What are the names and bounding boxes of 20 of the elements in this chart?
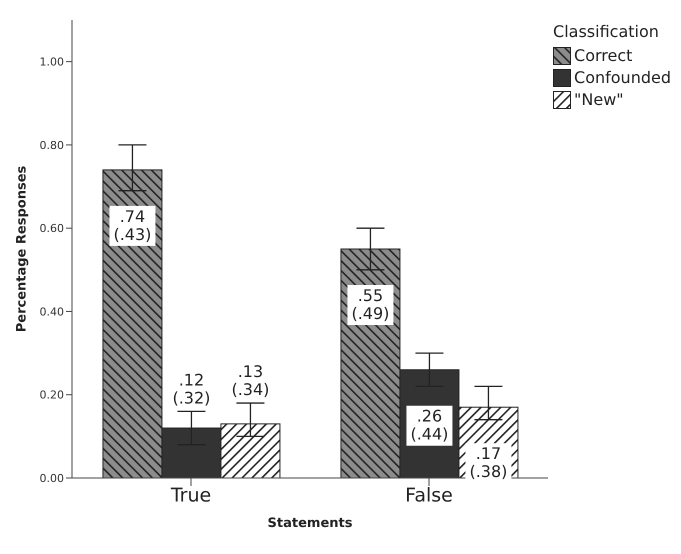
x-axis-title: Statements	[266, 516, 354, 531]
legend-title: Classification	[553, 22, 660, 41]
legend-label: Correct	[574, 45, 632, 67]
y-tick-label: 0.00	[40, 472, 64, 485]
x-tick-label: True	[170, 484, 212, 506]
y-tick-label: 0.20	[40, 388, 64, 402]
y-tick-label: 0.60	[40, 222, 64, 236]
y-tick-label: 0.40	[40, 305, 64, 318]
data-label: .12 (.32)	[172, 370, 210, 408]
y-tick-label: 0.80	[40, 138, 64, 152]
data-label: .74 (.43)	[113, 206, 152, 244]
data-label: .55 (.49)	[351, 286, 390, 323]
x-tick-label: False	[405, 484, 453, 506]
legend-label: Confounded	[574, 67, 671, 89]
text: "New"	[574, 89, 624, 111]
y-axis-title: Percentage Responses	[14, 166, 30, 332]
data-label: .13 (.34)	[231, 362, 270, 400]
data-label: .26 (.44)	[410, 406, 448, 444]
data-label: .17 (.38)	[469, 444, 508, 482]
y-tick-label: 1.00	[40, 56, 64, 69]
